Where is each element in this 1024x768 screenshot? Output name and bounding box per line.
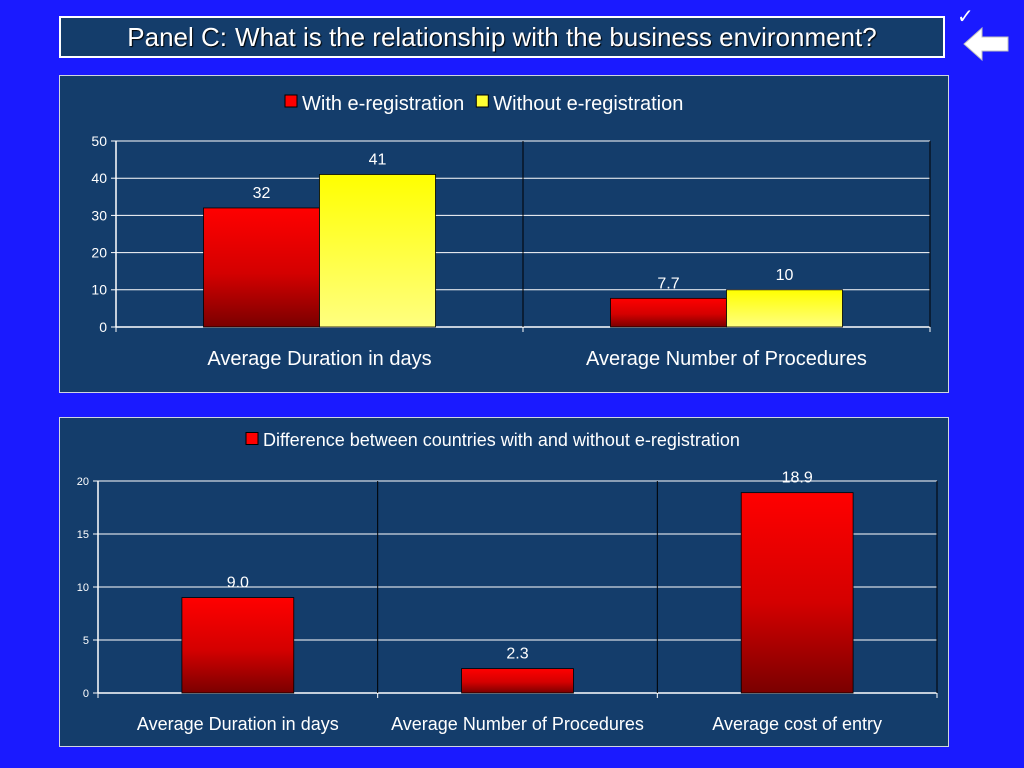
legend-swatch [245, 432, 259, 445]
bar-series-1 [461, 668, 574, 694]
legend-label: Difference between countries with and wi… [263, 430, 740, 450]
y-tick-label: 0 [83, 688, 89, 700]
chart-top: 0 10 20 30 40 50 Average Duration in days Avera… [91, 93, 931, 370]
y-tick-label: 30 [91, 207, 107, 223]
y-tick-label: 5 [83, 635, 89, 647]
legend-label: With e-registration [302, 93, 464, 115]
x-category-label: Average Duration in days [137, 714, 339, 734]
data-label: 41 [369, 151, 387, 168]
bar-series-2 [726, 289, 843, 328]
title-prefix: Panel C: [127, 21, 228, 52]
data-label: 18.9 [782, 470, 813, 487]
data-label: 2.3 [506, 646, 528, 663]
data-label: 10 [776, 267, 794, 284]
y-tick-label: 40 [91, 170, 107, 186]
chart-panel-bottom: 0 5 10 15 20 Average Duration in days Average … [59, 417, 949, 747]
data-label: 32 [253, 185, 271, 202]
legend-swatch [475, 94, 489, 108]
y-tick-label: 20 [91, 245, 107, 261]
title-main: What is the relationship with the busine… [235, 21, 877, 52]
x-category-label: Average Number of Procedures [586, 348, 867, 370]
x-category-label: Average Duration in days [207, 348, 431, 370]
legend-swatch [284, 94, 298, 108]
y-tick-label: 20 [77, 476, 89, 488]
y-tick-label: 10 [77, 582, 89, 594]
y-tick-label: 0 [99, 319, 107, 335]
bar-series-1 [181, 597, 295, 694]
data-label: 9.0 [227, 575, 249, 592]
page-title: Panel C: What is the relationship with t… [59, 16, 945, 58]
back-arrow-icon[interactable] [962, 24, 1010, 64]
y-tick-label: 10 [91, 282, 107, 298]
bar-series-1 [740, 492, 854, 694]
chart-bottom: 0 5 10 15 20 Average Duration in days Average … [77, 430, 938, 734]
y-tick-label: 50 [91, 133, 107, 149]
data-label: 7.7 [657, 275, 679, 292]
x-category-label: Average cost of entry [712, 714, 882, 734]
legend-label: Without e-registration [493, 93, 683, 115]
bar-series-1 [203, 207, 320, 328]
checkmark-icon[interactable]: ✓ [957, 4, 974, 28]
bar-series-2 [319, 174, 436, 328]
y-tick-label: 15 [77, 529, 89, 541]
bar-series-1 [610, 297, 727, 328]
chart-panel-top: 0 10 20 30 40 50 Average Duration in days Avera… [59, 75, 949, 393]
x-category-label: Average Number of Procedures [391, 714, 644, 734]
